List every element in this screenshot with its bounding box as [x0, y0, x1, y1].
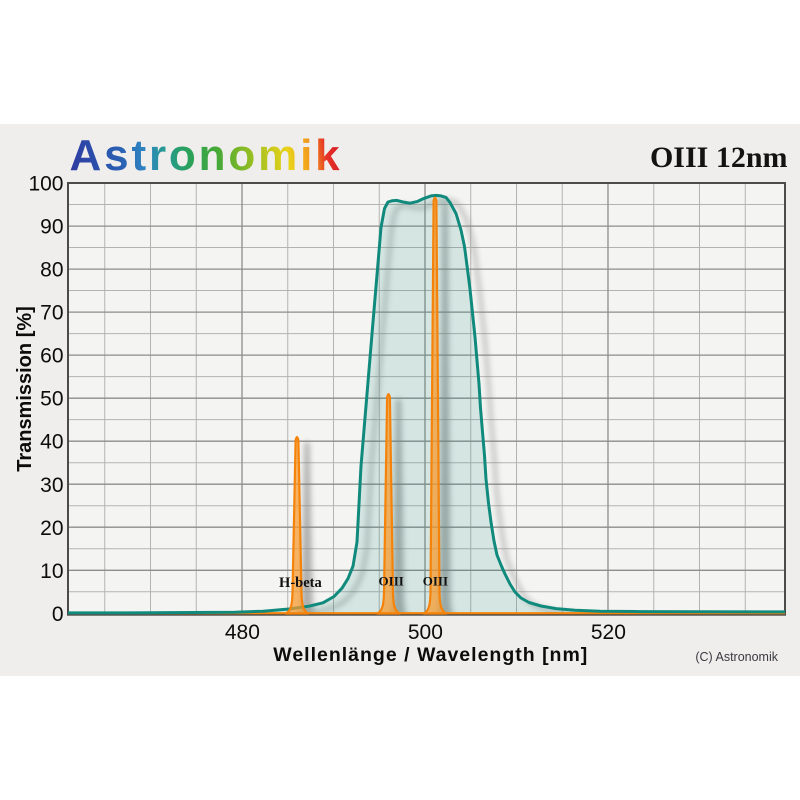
- svg-text:(C) Astronomik: (C) Astronomik: [695, 650, 778, 664]
- svg-text:60: 60: [40, 345, 63, 368]
- svg-text:100: 100: [28, 173, 63, 196]
- svg-text:10: 10: [40, 560, 63, 583]
- svg-text:Astronomik: Astronomik: [70, 131, 343, 180]
- svg-text:0: 0: [52, 603, 64, 626]
- svg-text:H-beta: H-beta: [279, 575, 322, 591]
- svg-text:30: 30: [40, 474, 63, 497]
- svg-text:Wellenlänge / Wavelength [nm]: Wellenlänge / Wavelength [nm]: [273, 644, 588, 666]
- svg-text:Transmission [%]: Transmission [%]: [14, 306, 36, 472]
- svg-text:520: 520: [591, 621, 626, 644]
- svg-text:40: 40: [40, 431, 63, 454]
- svg-text:50: 50: [40, 388, 63, 411]
- svg-text:500: 500: [408, 621, 443, 644]
- svg-text:OIII: OIII: [379, 573, 404, 588]
- svg-text:OIII 12nm: OIII 12nm: [650, 141, 788, 174]
- svg-text:90: 90: [40, 216, 63, 239]
- svg-text:20: 20: [40, 517, 63, 540]
- svg-text:80: 80: [40, 259, 63, 282]
- svg-text:OIII: OIII: [423, 573, 448, 588]
- svg-text:70: 70: [40, 302, 63, 325]
- svg-text:480: 480: [225, 621, 260, 644]
